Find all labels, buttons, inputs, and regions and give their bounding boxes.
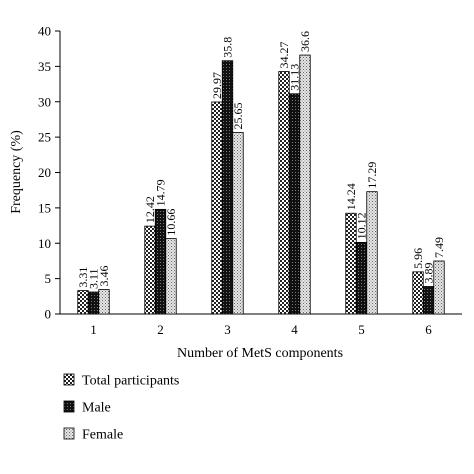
y-axis-title: Frequency (%) — [9, 130, 24, 214]
bar — [355, 242, 368, 315]
x-tick-label: 6 — [425, 322, 432, 337]
bar — [87, 291, 100, 315]
bar-value-label: 3.46 — [97, 266, 111, 287]
bar-value-label: 3.89 — [422, 262, 436, 283]
legend-label: Female — [82, 428, 123, 443]
y-tick-label: 20 — [38, 165, 51, 180]
bar-value-label: 7.49 — [432, 237, 446, 258]
bar-value-label: 35.8 — [221, 37, 235, 58]
bar-value-label: 3.31 — [76, 267, 90, 288]
bar-value-label: 29.97 — [210, 72, 224, 99]
x-axis-title: Number of MetS components — [177, 346, 343, 361]
y-tick-label: 35 — [38, 59, 51, 74]
bar-value-label: 12.42 — [143, 196, 157, 223]
legend-swatch — [63, 427, 75, 440]
bar — [98, 289, 110, 315]
bar-value-label: 14.24 — [344, 183, 358, 210]
bar — [77, 290, 89, 315]
bar-value-label: 5.96 — [411, 248, 425, 269]
bar-value-label: 3.11 — [87, 268, 101, 289]
y-tick-label: 15 — [38, 200, 51, 215]
x-tick-label: 2 — [157, 322, 164, 337]
x-tick-label: 4 — [291, 322, 298, 337]
bar-value-label: 31.13 — [288, 64, 302, 91]
y-tick-label: 40 — [38, 24, 51, 39]
y-axis-ticks: 0 5 10 15 20 25 30 35 40 — [38, 24, 60, 322]
bar-value-label: 17.29 — [365, 162, 379, 189]
bars — [77, 54, 445, 315]
bar — [366, 191, 378, 315]
x-tick-label: 1 — [90, 322, 97, 337]
y-tick-label: 0 — [45, 307, 52, 322]
legend: Total participants Male Female — [63, 373, 179, 443]
legend-label: Male — [82, 401, 111, 416]
bar — [232, 132, 244, 315]
bar — [422, 286, 435, 315]
bar — [278, 71, 290, 315]
legend-swatch — [63, 400, 75, 413]
y-tick-label: 10 — [38, 236, 51, 251]
bar-value-label: 10.66 — [164, 209, 178, 236]
bar — [433, 260, 445, 315]
y-tick-label: 5 — [45, 271, 52, 286]
x-tick-label: 5 — [358, 322, 365, 337]
bar — [211, 101, 223, 315]
axes — [59, 31, 462, 315]
bar — [299, 54, 311, 315]
bar-value-label: 36.6 — [298, 31, 312, 52]
bar-value-label: 14.79 — [154, 179, 168, 206]
bar — [144, 225, 156, 315]
bar — [288, 93, 301, 315]
bar — [165, 238, 177, 315]
bar-value-label: 25.65 — [231, 103, 245, 130]
x-axis-ticks: 1 2 3 4 5 6 — [90, 322, 432, 337]
y-tick-label: 30 — [38, 94, 51, 109]
x-tick-label: 3 — [224, 322, 231, 337]
legend-swatch — [63, 373, 75, 386]
y-tick-label: 25 — [38, 130, 51, 145]
bar-value-label: 10.12 — [355, 212, 369, 239]
bar-value-label: 34.27 — [277, 42, 291, 69]
legend-label: Total participants — [82, 374, 179, 389]
